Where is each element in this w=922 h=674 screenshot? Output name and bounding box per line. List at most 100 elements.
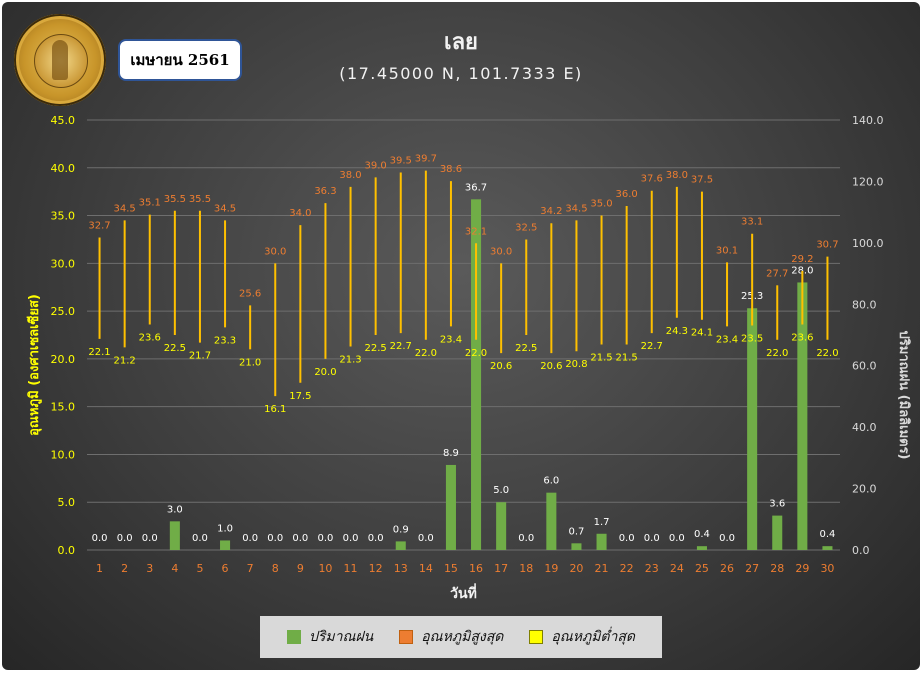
x-tick-label: 27 [745,562,759,575]
rain-data-label: 1.0 [217,523,233,534]
left-tick-label: 30.0 [51,257,76,270]
x-tick-label: 7 [247,562,254,575]
min-temp-data-label: 22.7 [641,341,663,352]
max-temp-data-label: 30.0 [264,246,286,257]
right-tick-label: 60.0 [852,360,877,373]
right-tick-label: 40.0 [852,421,877,434]
min-temp-data-label: 20.6 [540,361,562,372]
max-temp-data-label: 38.0 [666,170,688,181]
min-temp-data-label: 23.5 [741,333,763,344]
max-temp-data-label: 34.2 [540,206,562,217]
rain-data-label: 0.0 [292,533,308,544]
rain-data-label: 0.0 [719,533,735,544]
legend-item-max-temp: อุณหภูมิสูงสุด [399,626,503,648]
rain-bar [772,515,783,550]
max-temp-data-label: 34.5 [114,203,136,214]
month-label-box: เมษายน 2561 [118,39,242,81]
min-temp-data-label: 17.5 [289,391,311,402]
min-temp-data-label: 22.5 [515,343,537,354]
min-temp-data-label: 21.3 [339,354,361,365]
max-temp-data-label: 37.6 [641,174,663,185]
rain-bar [169,521,180,550]
min-temp-data-label: 22.0 [766,348,788,359]
max-temp-data-label: 39.0 [365,160,387,171]
min-temp-data-label: 21.0 [239,357,261,368]
rain-data-label: 0.0 [418,533,434,544]
max-temp-data-label: 30.7 [816,240,838,251]
x-tick-label: 25 [695,562,709,575]
max-temp-data-label: 34.5 [565,203,587,214]
x-tick-label: 29 [795,562,809,575]
max-temp-data-label: 33.1 [741,217,763,228]
rain-bar [445,464,456,550]
x-tick-label: 10 [318,562,332,575]
min-temp-data-label: 24.3 [666,326,688,337]
x-tick-label: 6 [222,562,229,575]
right-tick-label: 100.0 [852,237,884,250]
left-tick-label: 5.0 [58,496,76,509]
rain-data-label: 0.0 [368,533,384,544]
max-temp-data-label: 39.5 [390,156,412,167]
max-temp-data-label: 35.5 [189,194,211,205]
max-temp-data-label: 29.2 [791,254,813,265]
max-temp-data-label: 30.0 [490,246,512,257]
max-temp-data-label: 32.7 [88,221,110,232]
min-temp-data-label: 23.4 [440,334,462,345]
x-tick-label: 18 [519,562,533,575]
y-axis-title-left: อุณหภูมิ (องศาเซลเซียส) [26,294,42,436]
rain-data-label: 0.0 [317,533,333,544]
rain-data-label: 0.7 [568,526,584,537]
x-tick-label: 5 [196,562,203,575]
max-temp-data-label: 37.5 [691,175,713,186]
min-temp-data-label: 22.1 [88,347,110,358]
max-temp-data-label: 34.0 [289,208,311,219]
x-tick-label: 15 [444,562,458,575]
x-tick-label: 26 [720,562,734,575]
legend: ปริมาณฝน อุณหภูมิสูงสุด อุณหภูมิต่ำสุด [260,616,662,658]
min-temp-data-label: 23.6 [791,332,813,343]
left-tick-label: 25.0 [51,305,76,318]
left-tick-label: 45.0 [51,114,76,127]
min-temp-data-label: 24.1 [691,328,713,339]
x-tick-label: 23 [645,562,659,575]
legend-item-min-temp: อุณหภูมิต่ำสุด [529,626,635,648]
rain-data-label: 1.7 [594,517,610,528]
chart-title: เลย [444,30,478,55]
max-temp-data-label: 36.0 [616,189,638,200]
rain-data-label: 5.0 [493,485,509,496]
rain-data-label: 0.0 [92,533,108,544]
x-tick-label: 4 [171,562,178,575]
rain-bar [546,492,557,550]
max-temp-data-label: 32.5 [515,222,537,233]
x-tick-label: 9 [297,562,304,575]
min-temp-data-label: 21.5 [616,353,638,364]
rain-bar [747,308,758,550]
rain-data-label: 0.0 [192,533,208,544]
left-tick-label: 40.0 [51,162,76,175]
x-tick-label: 14 [419,562,433,575]
left-tick-label: 0.0 [58,544,76,557]
max-temp-data-label: 25.6 [239,288,261,299]
max-temp-data-label: 35.5 [164,194,186,205]
max-temp-data-label: 35.1 [139,198,161,209]
x-tick-label: 28 [770,562,784,575]
rain-bar [496,502,507,550]
x-tick-label: 20 [569,562,583,575]
legend-swatch-max-temp [399,630,414,644]
min-temp-data-label: 23.3 [214,335,236,346]
max-temp-data-label: 39.7 [415,154,437,165]
max-temp-data-label: 27.7 [766,268,788,279]
max-temp-data-label: 38.0 [339,170,361,181]
rain-bar [797,282,808,550]
legend-label-max-temp: อุณหภูมิสูงสุด [421,629,504,645]
x-tick-label: 19 [544,562,558,575]
legend-label-rainfall: ปริมาณฝน [308,629,374,645]
rain-data-label: 0.0 [343,533,359,544]
min-temp-data-label: 21.5 [590,353,612,364]
right-tick-label: 0.0 [852,544,870,557]
x-tick-label: 24 [670,562,684,575]
rain-data-label: 0.4 [819,529,835,540]
rain-data-label: 0.0 [619,533,635,544]
legend-label-min-temp: อุณหภูมิต่ำสุด [551,629,636,645]
